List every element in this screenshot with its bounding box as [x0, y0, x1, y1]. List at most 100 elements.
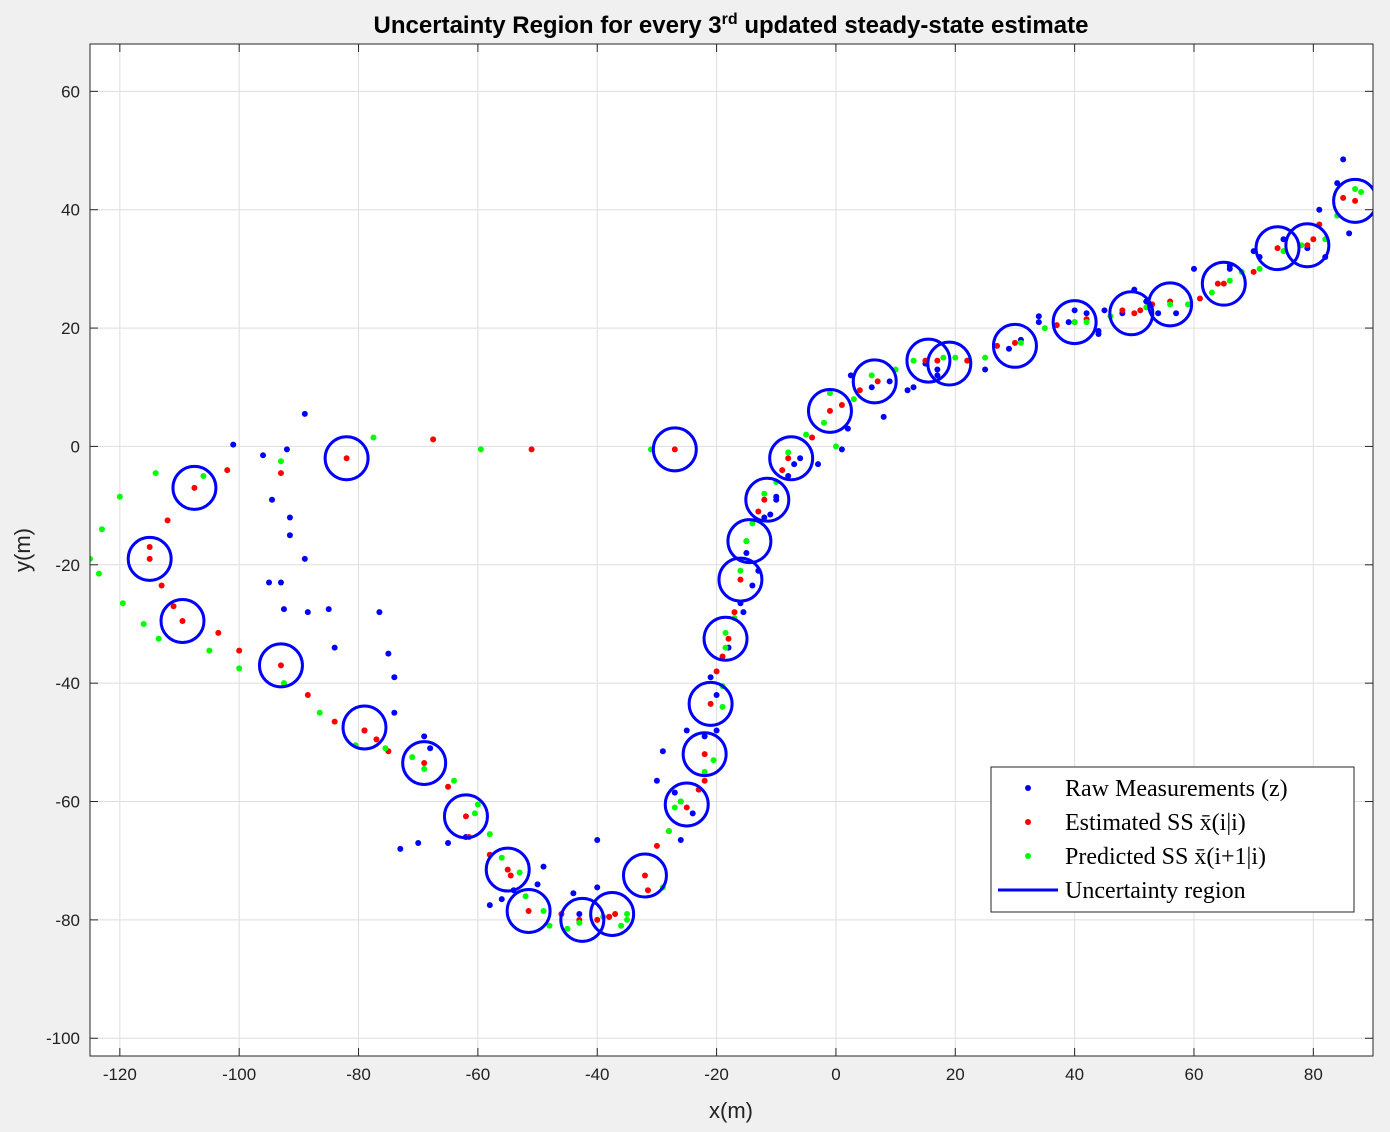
uncertainty-circle	[505, 888, 552, 934]
predicted-point	[1185, 301, 1192, 308]
predicted-point	[761, 490, 768, 497]
estimated-point	[373, 736, 380, 743]
raw-measurement-point	[266, 579, 273, 586]
raw-measurement-point	[1065, 319, 1072, 326]
legend: Raw Measurements (z) Estimated SS x̄(i|i…	[990, 766, 1355, 913]
estimated-point	[755, 508, 762, 515]
predicted-point	[370, 434, 377, 441]
raw-measurement-point	[683, 727, 690, 734]
estimated-point	[1011, 339, 1018, 346]
predicted-point	[719, 703, 726, 710]
x-tick-label: 60	[1185, 1065, 1204, 1084]
predicted-point	[743, 538, 750, 545]
raw-measurement-point	[701, 733, 708, 740]
estimated-point	[430, 436, 437, 443]
raw-measurement-point	[301, 410, 308, 417]
raw-measurement-point	[761, 514, 768, 521]
raw-measurement-point	[677, 836, 684, 843]
estimated-point	[421, 760, 428, 767]
predicted-point	[982, 354, 989, 361]
raw-measurement-point	[269, 496, 276, 503]
raw-measurement-point	[868, 384, 875, 391]
uncertainty-circle	[905, 337, 952, 384]
predicted-point	[868, 372, 875, 379]
raw-measurement-point	[376, 609, 383, 616]
legend-label-predicted: Predicted SS x̄(i+1|i)	[1065, 844, 1266, 870]
uncertainty-circle	[401, 740, 448, 787]
y-tick-label: -80	[55, 911, 80, 930]
predicted-point	[421, 765, 428, 772]
x-tick-label: 20	[946, 1065, 965, 1084]
predicted-point	[516, 869, 523, 876]
legend-label-raw: Raw Measurements (z)	[1065, 776, 1288, 802]
raw-measurement-point	[1155, 310, 1162, 317]
predicted-point	[618, 922, 625, 929]
predicted-point	[1352, 185, 1359, 192]
estimated-point	[146, 555, 153, 562]
raw-measurement-point	[283, 446, 290, 453]
estimated-point	[725, 635, 732, 642]
predicted-point	[451, 777, 458, 784]
raw-measurement-point	[815, 461, 822, 468]
predicted-point	[90, 555, 93, 562]
estimated-point	[1196, 295, 1203, 302]
estimated-point	[331, 718, 338, 725]
estimated-point	[158, 582, 165, 589]
uncertainty-circle	[1108, 290, 1155, 337]
predicted-point	[116, 493, 123, 500]
raw-measurement-point	[594, 884, 601, 891]
estimated-point	[1053, 322, 1060, 329]
estimated-point	[1220, 280, 1227, 287]
predicted-point	[1208, 289, 1215, 296]
predicted-point	[803, 431, 810, 438]
estimated-point	[462, 813, 469, 820]
uncertainty-circle	[1284, 222, 1331, 269]
raw-measurement-point	[713, 727, 720, 734]
legend-marker-estimated	[1025, 819, 1031, 825]
raw-measurement-point	[277, 579, 284, 586]
raw-measurement-point	[707, 674, 714, 681]
x-tick-label: -60	[466, 1065, 491, 1084]
raw-measurement-point	[1095, 328, 1102, 335]
predicted-point	[785, 449, 792, 456]
x-axis-label: x(m)	[709, 1098, 753, 1123]
predicted-point	[1256, 265, 1263, 272]
raw-measurement-point	[1226, 265, 1233, 272]
uncertainty-circle	[484, 846, 531, 893]
uncertainty-circle	[651, 426, 698, 473]
raw-measurement-point	[576, 910, 583, 917]
estimated-point	[964, 357, 971, 364]
estimated-point	[1119, 307, 1126, 314]
chart-title: Uncertainty Region for every 3rd updated…	[374, 11, 1089, 39]
estimated-point	[277, 662, 284, 669]
predicted-point	[1083, 319, 1090, 326]
raw-measurement-point	[1346, 230, 1353, 237]
predicted-point	[498, 854, 505, 861]
raw-measurement-point	[397, 845, 404, 852]
estimated-point	[701, 777, 708, 784]
estimated-point	[146, 544, 153, 551]
raw-measurement-point	[1316, 206, 1323, 213]
raw-measurement-point	[486, 902, 493, 909]
estimated-point	[856, 387, 863, 394]
estimated-point	[671, 446, 678, 453]
predicted-point	[95, 570, 102, 577]
raw-measurement-point	[415, 839, 422, 846]
predicted-point	[665, 828, 672, 835]
estimated-point	[737, 576, 744, 583]
uncertainty-circle	[323, 435, 370, 482]
raw-measurement-point	[1083, 310, 1090, 317]
raw-measurement-point	[689, 810, 696, 817]
estimated-point	[785, 455, 792, 462]
predicted-point	[671, 804, 678, 811]
raw-measurement-point	[331, 644, 338, 651]
estimated-point	[761, 496, 768, 503]
predicted-point	[722, 629, 729, 636]
uncertainty-circle	[559, 896, 606, 943]
x-tick-label: -20	[704, 1065, 729, 1084]
raw-measurement-point	[445, 839, 452, 846]
raw-measurement-point	[785, 473, 792, 480]
predicted-point	[722, 644, 729, 651]
estimated-point	[1250, 268, 1257, 275]
